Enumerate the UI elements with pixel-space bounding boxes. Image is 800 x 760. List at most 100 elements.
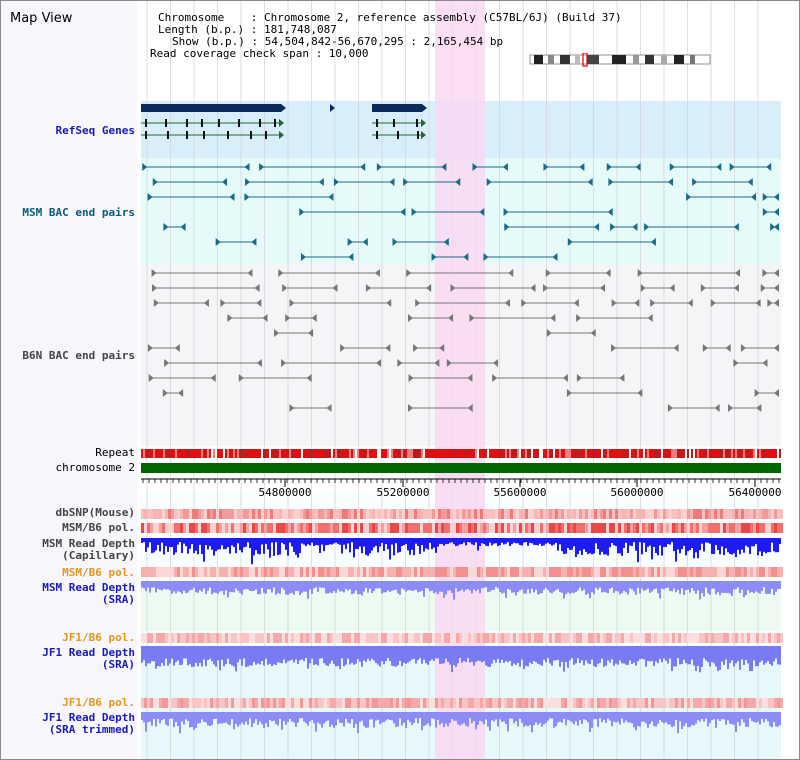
depth-bar [339,542,341,545]
depth-bar [777,658,779,665]
polymorphism-cell [648,698,651,708]
depth-bar [565,718,567,726]
depth-bar [669,718,671,725]
polymorphism-cell [465,698,468,708]
polymorphism-cell [420,567,423,577]
depth-bar [621,658,623,664]
polymorphism-cell [678,509,681,519]
polymorphism-cell [168,698,171,708]
polymorphism-cell [165,698,168,708]
depth-bar [367,658,369,659]
depth-bar [497,718,499,727]
repeat-segment [589,449,591,458]
polymorphism-cell [435,523,438,533]
refseq-exon [238,119,240,127]
polymorphism-cell [711,509,714,519]
polymorphism-cell [462,523,465,533]
polymorphism-cell [756,509,759,519]
polymorphism-cell [519,633,522,643]
depth-bar [193,658,195,667]
depth-bar [523,658,525,670]
bac-end-marker [669,163,675,171]
depth-bar [493,542,495,544]
repeat-segment [455,449,457,458]
polymorphism-cell [270,523,273,533]
depth-bar [291,718,293,722]
depth-bar [667,542,669,545]
depth-bar [583,587,585,590]
polymorphism-cell [756,633,759,643]
depth-bar [561,587,563,593]
depth-bar [293,658,295,663]
repeat-segment [747,449,749,458]
depth-bar [373,718,375,728]
depth-bar [637,542,639,563]
polymorphism-cell [696,633,699,643]
polymorphism-cell [663,523,666,533]
polymorphism-cell [333,633,336,643]
depth-bar [747,542,749,548]
polymorphism-cell [336,633,339,643]
depth-bar [289,658,291,661]
repeat-segment [553,449,555,458]
depth-bar [673,658,675,667]
polymorphism-cell [510,698,513,708]
depth-bar [681,658,683,664]
depth-bar [551,542,553,546]
repeat-segment [243,449,245,458]
polymorphism-cell [393,633,396,643]
depth-bar [741,587,743,590]
refseq-gene-arrow [281,104,286,112]
repeat-segment [761,449,763,458]
repeat-segment [173,449,175,458]
depth-bar [567,718,569,720]
depth-bar [323,587,325,588]
depth-bar [291,542,293,547]
depth-bar [261,587,263,589]
polymorphism-cell [288,523,291,533]
depth-bar [349,542,351,553]
polymorphism-cell [387,523,390,533]
polymorphism-cell [369,633,372,643]
depth-bar [221,542,223,546]
bac-end-marker [434,359,440,367]
depth-bar [707,587,709,594]
polymorphism-cell [603,633,606,643]
polymorphism-cell [726,509,729,519]
depth-bar [399,658,401,661]
depth-bar [303,658,305,662]
depth-bar [269,587,271,590]
polymorphism-cell [264,523,267,533]
polymorphism-cell [759,523,762,533]
depth-bar [721,658,723,662]
bac-end-marker [566,389,572,397]
polymorphism-cell [765,633,768,643]
depth-bar [755,587,757,592]
polymorphism-cell [189,633,192,643]
polymorphism-cell [585,509,588,519]
depth-bar [289,718,291,720]
polymorphism-cell [642,567,645,577]
depth-baseline [141,538,781,542]
depth-bar [545,587,547,588]
chromosome-ideogram[interactable] [528,53,714,67]
depth-bar [605,718,607,723]
depth-bar [427,542,429,550]
repeat-segment [263,449,265,458]
polymorphism-cell [588,633,591,643]
polymorphism-cell [525,523,528,533]
polymorphism-cell [402,633,405,643]
depth-bar [659,587,661,599]
depth-bar [371,542,373,551]
depth-bar [773,658,775,662]
polymorphism-cell [414,523,417,533]
repeat-segment [689,449,691,458]
depth-bar [609,718,611,721]
polymorphism-cell [201,523,204,533]
polymorphism-cell [432,698,435,708]
polymorphism-cell [141,523,144,533]
bac-end-marker [431,253,437,261]
repeat-segment [471,449,473,458]
